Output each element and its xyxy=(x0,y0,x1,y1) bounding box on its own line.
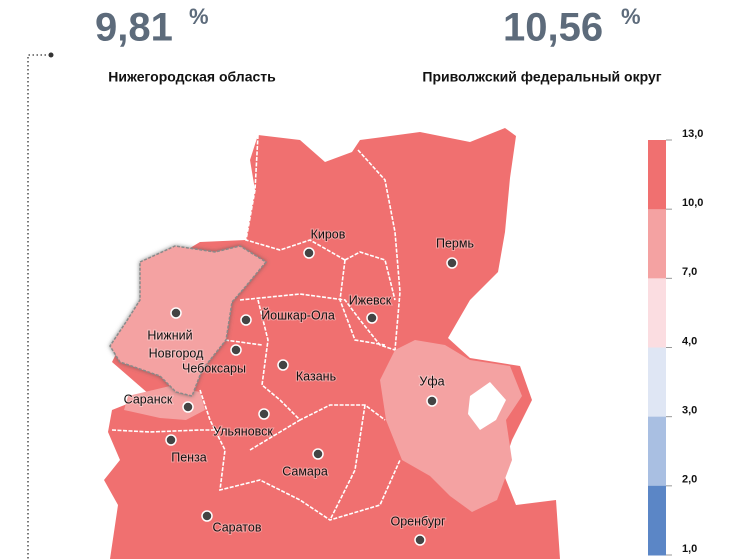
city-label: Новгород xyxy=(149,346,204,360)
legend: 13,0 10,0 7,0 4,0 3,0 2,0 1,0 xyxy=(648,128,703,556)
headline-unit: % xyxy=(621,4,641,29)
headline-label: Нижегородская область xyxy=(108,69,276,85)
city-dots xyxy=(165,247,458,546)
region-borders xyxy=(111,134,401,521)
city-dot xyxy=(240,314,252,326)
headline-1: 9,81 % Нижегородская область xyxy=(95,4,276,85)
city-dot xyxy=(277,359,289,371)
region-gap xyxy=(468,382,506,430)
city-label: Ульяновск xyxy=(213,424,273,438)
legend-tick-label: 1,0 xyxy=(682,543,697,555)
city-label: Казань xyxy=(296,369,336,383)
legend-segment xyxy=(648,140,666,210)
legend-tick-label: 13,0 xyxy=(682,128,703,140)
city-dot xyxy=(230,344,242,356)
legend-segment xyxy=(648,347,666,418)
city-label: Пермь xyxy=(436,236,474,250)
city-label: Нижний xyxy=(147,328,192,342)
legend-segment xyxy=(648,485,666,556)
connector-dot xyxy=(48,52,54,58)
city-label: Киров xyxy=(311,227,346,241)
city-dot xyxy=(303,247,315,259)
city-dot xyxy=(201,510,213,522)
city-label: Самара xyxy=(282,464,328,478)
city-label: Пенза xyxy=(171,450,207,464)
legend-tick-label: 4,0 xyxy=(682,335,697,347)
map xyxy=(104,128,560,559)
city-dot xyxy=(258,408,270,420)
headline-value: 10,56 xyxy=(503,6,603,50)
legend-segment xyxy=(648,278,666,348)
city-dot xyxy=(414,534,426,546)
city-label: Ижевск xyxy=(349,293,392,307)
city-dot xyxy=(170,307,182,319)
legend-segment xyxy=(648,416,666,487)
city-dot xyxy=(312,448,324,460)
city-label: Оренбург xyxy=(390,514,445,528)
headline-2: 10,56 % Приволжский федеральный округ xyxy=(422,4,661,85)
city-dot xyxy=(366,312,378,324)
region-nizhny-novgorod xyxy=(109,245,268,397)
legend-tick-label: 3,0 xyxy=(682,405,697,417)
city-dot xyxy=(182,401,194,413)
city-dot xyxy=(426,395,438,407)
headline-value: 9,81 xyxy=(95,6,173,50)
city-label: Саранск xyxy=(124,392,173,406)
connector xyxy=(27,54,50,559)
city-label: Уфа xyxy=(419,374,444,388)
legend-tick-label: 2,0 xyxy=(682,474,697,486)
legend-segment xyxy=(648,209,666,279)
city-dot xyxy=(165,434,177,446)
headline-unit: % xyxy=(189,4,209,29)
city-labels: Киров Пермь Ижевск Йошкар-Ола Нижний Нов… xyxy=(123,226,475,535)
city-label: Йошкар-Ола xyxy=(261,307,335,322)
city-dot xyxy=(446,257,458,269)
region-bashkortostan xyxy=(380,340,522,512)
headline-label: Приволжский федеральный округ xyxy=(422,69,661,85)
city-label: Чебоксары xyxy=(182,361,246,375)
city-label: Саратов xyxy=(213,520,262,534)
legend-tick-label: 10,0 xyxy=(682,197,703,209)
legend-tick-label: 7,0 xyxy=(682,266,697,278)
